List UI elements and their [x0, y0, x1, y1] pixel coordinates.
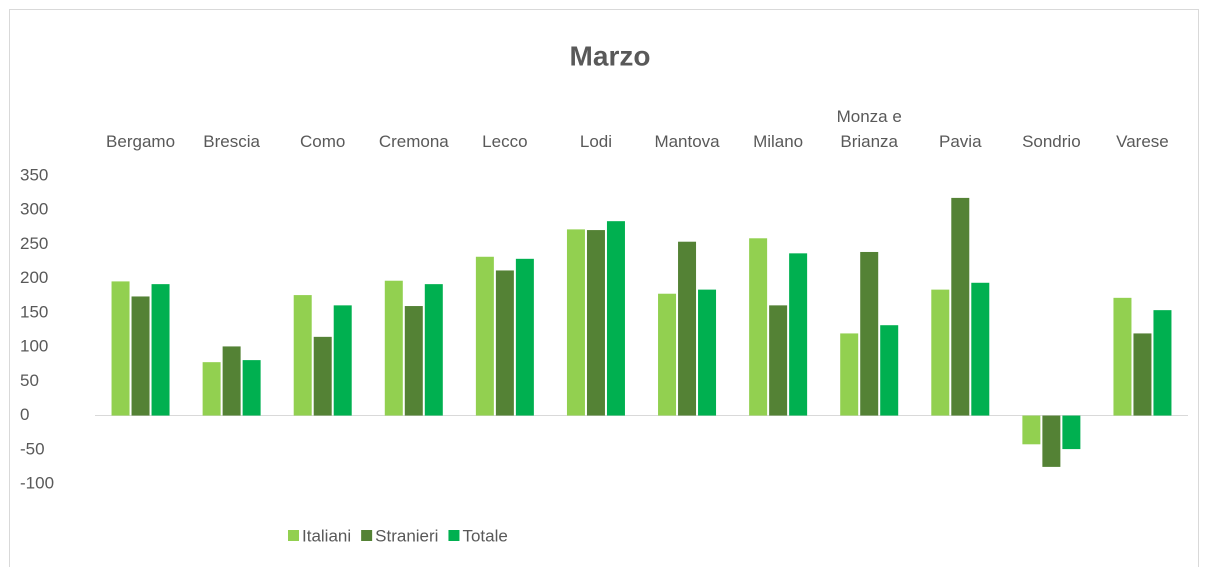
x-tick-label: Bergamo [106, 132, 176, 151]
bar [566, 229, 585, 416]
bar [313, 336, 332, 416]
bar [131, 296, 150, 416]
bar [293, 295, 312, 416]
bar [678, 241, 697, 416]
x-tick-label: Como [300, 132, 346, 151]
legend-label: Stranieri [375, 526, 438, 545]
y-tick-label: 0 [20, 405, 29, 424]
y-tick-label: 350 [20, 165, 48, 184]
bar [1022, 415, 1041, 445]
y-tick-label: 250 [20, 234, 48, 253]
bar [658, 293, 677, 416]
legend-label: Totale [462, 526, 507, 545]
bar [971, 282, 990, 416]
legend-swatch [448, 530, 460, 541]
y-tick-label: 300 [20, 200, 48, 219]
x-tick-label: Varese [1116, 132, 1169, 151]
bar [515, 258, 534, 416]
bar [749, 238, 768, 416]
bar [404, 306, 423, 416]
x-tick-label: Milano [753, 132, 804, 151]
bar [860, 251, 879, 416]
y-tick-label: 200 [20, 268, 48, 287]
x-tick-label: Sondrio [1022, 132, 1081, 151]
y-tick-label: 100 [20, 337, 48, 356]
bar [242, 360, 261, 416]
bar [789, 253, 808, 416]
bar [202, 362, 221, 416]
bar [840, 333, 859, 416]
legend-swatch [361, 530, 373, 541]
y-tick-label: 150 [20, 302, 48, 321]
bar [1153, 310, 1172, 416]
chart-border [9, 9, 1199, 567]
y-tick-label: -100 [20, 473, 54, 492]
bar [1133, 333, 1152, 416]
bar [1113, 297, 1132, 416]
bar [1042, 415, 1061, 467]
legend-label: Italiani [302, 526, 351, 545]
bar [475, 256, 494, 416]
bar [769, 305, 788, 416]
x-tick-label: Lodi [579, 132, 613, 151]
bar [424, 284, 443, 416]
bar [1062, 415, 1081, 450]
legend-swatch [288, 530, 299, 541]
bar [222, 346, 241, 416]
bar [384, 280, 403, 416]
x-tick-label: Brescia [203, 132, 260, 151]
chart-title: Marzo [570, 40, 651, 71]
x-tick-label: Lecco [482, 132, 528, 151]
bar [333, 305, 352, 416]
bar [586, 230, 605, 416]
x-tick-label: Pavia [939, 132, 982, 151]
bar [495, 270, 514, 416]
bar [931, 289, 950, 416]
bar [606, 221, 625, 416]
x-tick-label: Mantova [654, 132, 720, 151]
y-tick-label: -50 [20, 439, 45, 458]
bar [951, 197, 970, 416]
bar [111, 281, 130, 416]
bar [880, 325, 899, 416]
y-tick-label: 50 [20, 371, 39, 390]
x-tick-label: Monza e Brianza [836, 107, 902, 151]
bar [698, 289, 717, 416]
x-tick-label: Cremona [378, 132, 449, 151]
bar [151, 284, 170, 416]
